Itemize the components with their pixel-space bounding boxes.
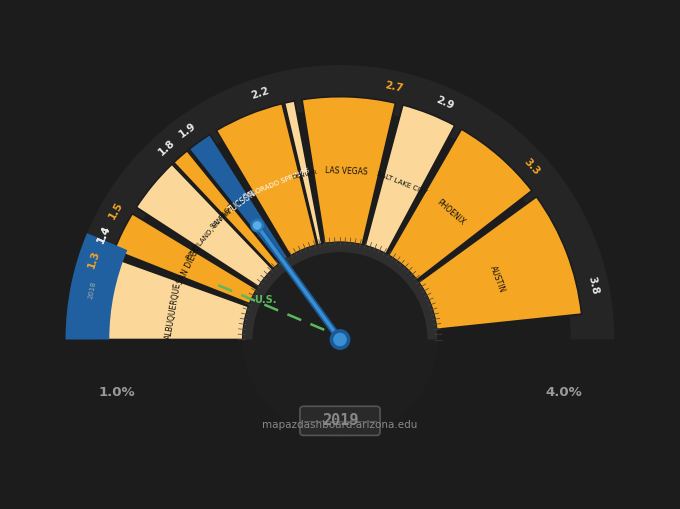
- Wedge shape: [365, 105, 455, 254]
- Circle shape: [334, 333, 346, 346]
- FancyBboxPatch shape: [300, 406, 380, 435]
- Text: 2.2: 2.2: [250, 86, 271, 101]
- Text: 2019: 2019: [322, 413, 358, 429]
- Text: AUSTIN: AUSTIN: [488, 264, 507, 294]
- Wedge shape: [189, 134, 288, 263]
- Text: ALBUQUERQUE: ALBUQUERQUE: [165, 281, 183, 340]
- Wedge shape: [97, 257, 249, 340]
- Text: 1.0%: 1.0%: [98, 386, 135, 400]
- Wedge shape: [65, 233, 127, 340]
- Wedge shape: [284, 101, 322, 245]
- Text: 3.8: 3.8: [586, 276, 600, 296]
- Wedge shape: [136, 164, 273, 287]
- Circle shape: [243, 242, 437, 437]
- Text: mapazdashboard.arizona.edu: mapazdashboard.arizona.edu: [262, 419, 418, 430]
- Text: 3.3: 3.3: [522, 156, 542, 177]
- Text: 1.3: 1.3: [86, 249, 101, 270]
- Wedge shape: [302, 97, 396, 245]
- Wedge shape: [114, 214, 257, 304]
- Text: SAN DIEGO: SAN DIEGO: [175, 243, 203, 286]
- Wedge shape: [174, 151, 279, 269]
- Text: PHOENIX: PHOENIX: [435, 197, 466, 227]
- Text: 1.5: 1.5: [107, 200, 125, 221]
- Text: 4.0%: 4.0%: [545, 386, 582, 400]
- Circle shape: [254, 222, 261, 229]
- Text: 1.8: 1.8: [156, 137, 177, 157]
- Text: SALT LAKE CITY: SALT LAKE CITY: [376, 170, 428, 195]
- Wedge shape: [419, 197, 581, 329]
- Text: 1.4: 1.4: [95, 224, 112, 245]
- Text: 2018: 2018: [88, 280, 97, 299]
- Text: SAN ANTONIO: SAN ANTONIO: [209, 195, 248, 230]
- Circle shape: [330, 330, 350, 349]
- Text: LAS VEGAS: LAS VEGAS: [325, 165, 368, 176]
- Wedge shape: [216, 104, 317, 256]
- Text: TUCSON: TUCSON: [226, 189, 258, 215]
- Circle shape: [251, 219, 263, 232]
- Text: 2.7: 2.7: [384, 80, 404, 93]
- Wedge shape: [243, 242, 437, 340]
- Text: U.S.: U.S.: [254, 295, 277, 305]
- Wedge shape: [65, 65, 615, 340]
- Text: 1.9: 1.9: [177, 121, 199, 139]
- Wedge shape: [65, 65, 615, 340]
- Text: COLORADO SPRINGS: COLORADO SPRINGS: [242, 167, 311, 200]
- Text: DENVER: DENVER: [292, 169, 318, 180]
- Text: 2.9: 2.9: [435, 95, 456, 111]
- Text: PORTLAND, EL PASO: PORTLAND, EL PASO: [185, 203, 235, 261]
- Wedge shape: [388, 129, 532, 280]
- Text: 1.4: 1.4: [95, 224, 112, 245]
